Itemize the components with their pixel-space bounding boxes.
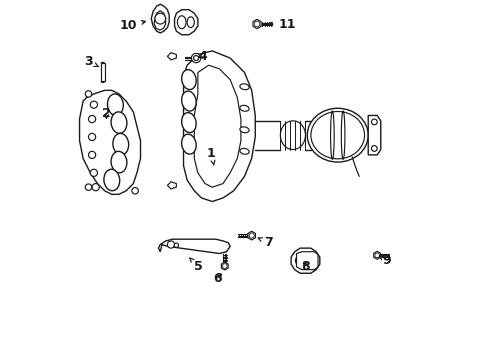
- Ellipse shape: [240, 84, 248, 90]
- Polygon shape: [174, 10, 198, 35]
- Circle shape: [90, 101, 97, 108]
- Polygon shape: [167, 182, 176, 189]
- Ellipse shape: [240, 127, 248, 133]
- Circle shape: [222, 264, 227, 269]
- Text: 4: 4: [198, 50, 206, 63]
- Circle shape: [88, 134, 96, 140]
- Circle shape: [248, 233, 254, 238]
- Circle shape: [92, 184, 99, 191]
- Circle shape: [193, 55, 198, 60]
- Circle shape: [371, 119, 376, 125]
- Circle shape: [371, 145, 376, 151]
- Circle shape: [90, 169, 97, 176]
- Circle shape: [85, 184, 92, 190]
- Circle shape: [155, 13, 165, 24]
- Ellipse shape: [181, 113, 196, 132]
- Text: 9: 9: [379, 254, 390, 267]
- Ellipse shape: [181, 69, 196, 90]
- Ellipse shape: [240, 105, 248, 111]
- Ellipse shape: [103, 169, 120, 191]
- Polygon shape: [221, 262, 228, 270]
- Ellipse shape: [306, 108, 367, 162]
- Circle shape: [88, 116, 96, 123]
- Circle shape: [254, 21, 259, 27]
- Ellipse shape: [310, 112, 364, 159]
- Ellipse shape: [111, 151, 127, 173]
- Polygon shape: [151, 4, 169, 33]
- Ellipse shape: [187, 17, 194, 28]
- Polygon shape: [80, 90, 140, 194]
- Text: 8: 8: [301, 260, 309, 273]
- Polygon shape: [194, 65, 241, 187]
- Ellipse shape: [177, 16, 185, 29]
- Polygon shape: [290, 248, 319, 273]
- Polygon shape: [373, 251, 380, 259]
- Text: 3: 3: [84, 55, 98, 68]
- Text: 10: 10: [119, 19, 145, 32]
- Polygon shape: [183, 51, 255, 202]
- Polygon shape: [296, 252, 317, 270]
- Polygon shape: [252, 19, 261, 29]
- Ellipse shape: [113, 134, 128, 155]
- Circle shape: [88, 151, 96, 158]
- Polygon shape: [101, 63, 104, 81]
- Text: 7: 7: [258, 236, 272, 249]
- Ellipse shape: [181, 134, 196, 154]
- Circle shape: [374, 253, 379, 258]
- Circle shape: [85, 91, 92, 97]
- Circle shape: [174, 243, 178, 247]
- Polygon shape: [367, 116, 380, 155]
- Circle shape: [132, 188, 138, 194]
- Text: 6: 6: [213, 272, 222, 285]
- Text: 2: 2: [102, 107, 111, 120]
- Text: 11: 11: [268, 18, 295, 31]
- Circle shape: [167, 241, 174, 248]
- Text: 1: 1: [206, 147, 215, 165]
- Ellipse shape: [111, 112, 127, 133]
- Polygon shape: [247, 231, 255, 240]
- Ellipse shape: [181, 91, 196, 111]
- Polygon shape: [154, 11, 165, 30]
- Text: 5: 5: [189, 258, 202, 273]
- Polygon shape: [167, 53, 176, 60]
- Ellipse shape: [240, 148, 248, 154]
- Circle shape: [295, 256, 304, 265]
- Circle shape: [306, 257, 314, 265]
- Polygon shape: [158, 239, 230, 253]
- Circle shape: [191, 53, 201, 63]
- Ellipse shape: [107, 94, 123, 116]
